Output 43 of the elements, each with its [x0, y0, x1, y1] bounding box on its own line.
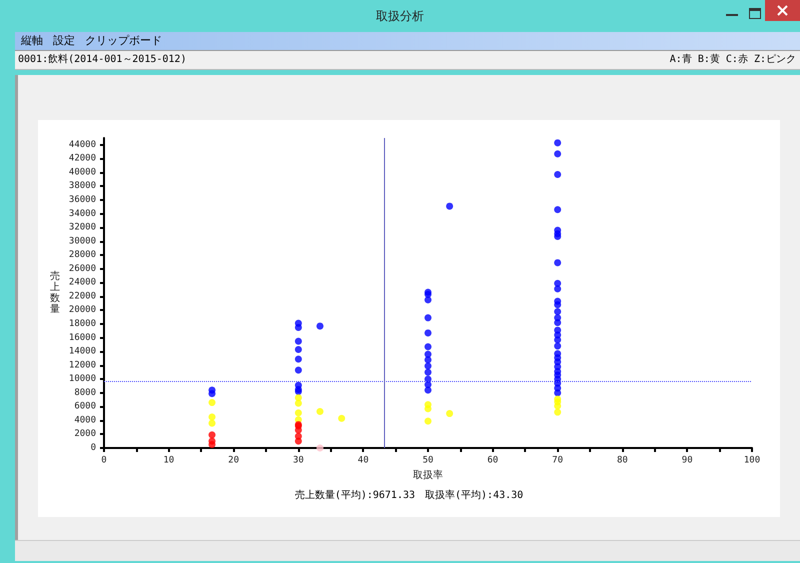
- y-tick-label: 34000: [68, 208, 96, 219]
- x-tick-label: 30: [292, 456, 304, 466]
- x-tick-label: 40: [358, 456, 369, 466]
- y-tick-label: 16000: [68, 332, 96, 343]
- y-tick-label: 4000: [74, 415, 96, 426]
- y-tick-label: 24000: [68, 278, 96, 288]
- x-tick-label: 90: [682, 456, 693, 466]
- y-tick-label: 44000: [68, 140, 96, 150]
- y-axis-title: 売上数量: [50, 270, 60, 315]
- chart-subtitle: 0001:飲料(2014-001～2015-012): [18, 52, 186, 67]
- text: 売上数量(平均):9671.33 取扱率(平均):43.30: [294, 488, 524, 502]
- y-tick-label: 14000: [68, 346, 96, 357]
- y-tick-label: 8000: [74, 388, 96, 398]
- y-tick-label: 22000: [68, 291, 96, 302]
- chart-title: 取扱分析: [375, 8, 425, 25]
- y-tick-label: 20000: [68, 305, 96, 316]
- x-tick-label: 100: [744, 456, 760, 466]
- y-tick-label: 18000: [68, 319, 96, 329]
- text: クリップボード: [85, 34, 162, 47]
- y-tick-label: 38000: [68, 181, 96, 192]
- y-tick-label: 0: [90, 443, 96, 453]
- x-tick-label: 10: [163, 456, 174, 466]
- y-tick-label: 28000: [68, 250, 96, 260]
- text: 縦軸: [21, 34, 43, 47]
- x-tick-label: 0: [101, 456, 107, 466]
- y-tick-label: 30000: [68, 236, 96, 246]
- text: A:青 B:黄 C:赤 Z:ピンク: [670, 52, 796, 67]
- x-tick-label: 50: [422, 456, 434, 466]
- x-tick-label: 70: [552, 456, 564, 466]
- x-axis-title: 取扱率: [413, 468, 443, 481]
- x-tick-label: 60: [487, 456, 498, 466]
- y-tick-label: 26000: [68, 264, 96, 274]
- x-tick-label: 20: [228, 456, 240, 466]
- y-tick-label: 42000: [68, 154, 96, 164]
- y-tick-label: 40000: [68, 167, 96, 178]
- text: 設定: [53, 34, 75, 47]
- y-tick-label: 2000: [74, 429, 96, 440]
- y-tick-label: 10000: [68, 374, 96, 384]
- y-tick-label: 12000: [68, 360, 96, 370]
- y-tick-label: 36000: [68, 195, 96, 205]
- y-tick-label: 32000: [68, 222, 96, 233]
- x-tick-label: 80: [616, 456, 628, 466]
- y-tick-label: 6000: [74, 402, 96, 412]
